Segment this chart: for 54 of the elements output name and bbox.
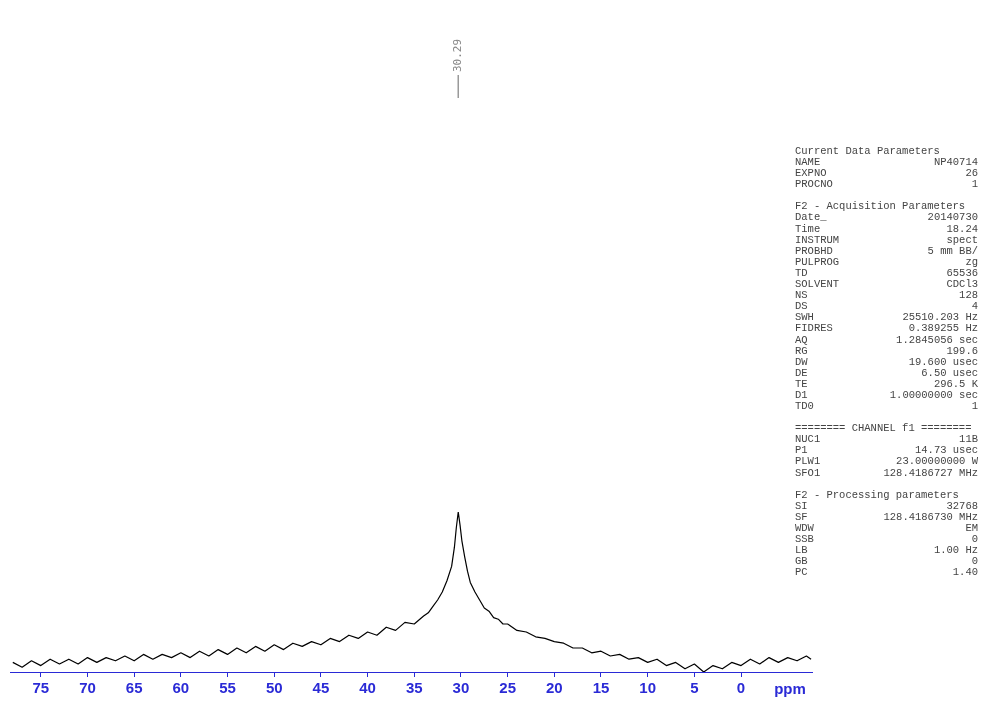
text: PROBHD 5 mm BB/ bbox=[795, 244, 978, 257]
text: PC 1.40 bbox=[795, 566, 978, 579]
x-tick-label: 5 bbox=[690, 679, 699, 697]
text: SI 32768 bbox=[795, 499, 978, 512]
text: WDW EM bbox=[795, 521, 978, 534]
text: SOLVENT CDCl3 bbox=[795, 278, 978, 291]
x-tick-label: 65 bbox=[125, 679, 143, 697]
text: LB 1.00 Hz bbox=[795, 544, 978, 557]
annotation: 30.29 bbox=[451, 38, 465, 72]
x-tick-label: 0 bbox=[736, 679, 746, 697]
text: Date_ 20140730 bbox=[795, 211, 978, 224]
text: NAME NP40714 bbox=[795, 156, 978, 169]
text: PLW1 23.00000000 W bbox=[795, 455, 978, 468]
text: DE 6.50 usec bbox=[795, 366, 978, 379]
text: Time 18.24 bbox=[795, 222, 978, 235]
x-tick-label: 75 bbox=[32, 679, 50, 697]
x-tick-label: 60 bbox=[172, 679, 190, 697]
x-tick-label: 35 bbox=[405, 679, 423, 697]
text: PROCNO 1 bbox=[795, 178, 978, 191]
text: P1 14.73 usec bbox=[795, 444, 978, 457]
x-tick-label: 20 bbox=[545, 679, 563, 697]
text: GB 0 bbox=[795, 555, 978, 568]
text: RG 199.6 bbox=[795, 344, 978, 357]
x-tick-label: 70 bbox=[79, 679, 96, 697]
text: DS 4 bbox=[795, 300, 978, 313]
text: FIDRES 0.389255 Hz bbox=[795, 322, 978, 335]
x-tick-label: 40 bbox=[359, 679, 376, 697]
x-tick-label: 10 bbox=[639, 679, 657, 697]
text: D1 1.00000000 sec bbox=[795, 388, 978, 401]
text: F2 - Acquisition Parameters bbox=[795, 200, 967, 213]
text: F2 - Processing parameters bbox=[795, 488, 960, 501]
text: SFO1 128.4186727 MHz bbox=[795, 466, 978, 479]
text: SSB 0 bbox=[795, 533, 978, 545]
text: TD 65536 bbox=[795, 266, 978, 279]
text: PULPROG zg bbox=[795, 255, 978, 268]
text: TD0 1 bbox=[795, 400, 978, 413]
x-tick-label: 30 bbox=[452, 679, 470, 697]
text: DW 19.600 usec bbox=[795, 355, 978, 368]
text: AQ 1.2845056 sec bbox=[795, 333, 978, 346]
text: NUC1 11B bbox=[795, 433, 978, 446]
x-tick-label: 55 bbox=[219, 679, 236, 697]
text: TE 296.5 K bbox=[795, 377, 978, 390]
text: SF 128.4186730 MHz bbox=[795, 510, 978, 523]
text: Current Data Parameters bbox=[795, 145, 941, 158]
x-tick-label: 45 bbox=[312, 679, 330, 697]
text: SWH 25510.203 Hz bbox=[795, 311, 978, 324]
text: INSTRUM spect bbox=[795, 233, 978, 246]
x-tick-label: 50 bbox=[265, 679, 283, 697]
x-tick-label: 15 bbox=[592, 679, 610, 697]
text: ======== CHANNEL f1 ======== bbox=[795, 422, 973, 435]
text: NS 128 bbox=[795, 289, 978, 302]
x-axis-title: ppm bbox=[774, 679, 806, 697]
text: EXPNO 26 bbox=[795, 167, 978, 180]
x-tick-label: 25 bbox=[499, 679, 516, 697]
